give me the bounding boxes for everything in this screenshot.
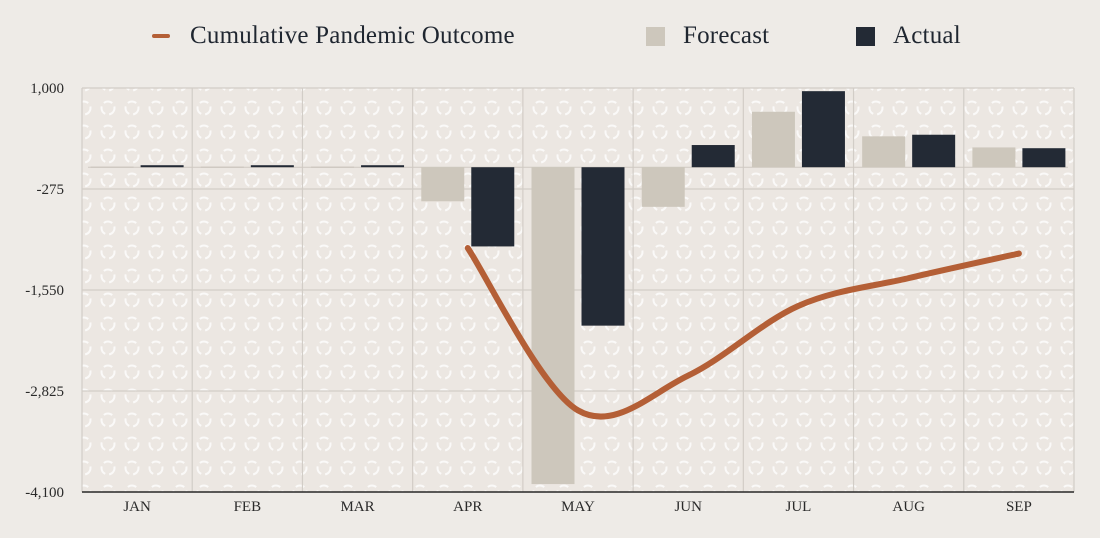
- y-tick-label: 1,000: [30, 81, 64, 97]
- legend-swatch-actual: [856, 26, 875, 46]
- bar-actual-sep: [1022, 148, 1066, 168]
- bar-actual-mar: [361, 165, 405, 168]
- x-tick-label: SEP: [1006, 499, 1032, 515]
- bar-actual-may: [581, 167, 625, 326]
- bar-actual-jul: [801, 91, 845, 168]
- y-tick-label: -4,100: [25, 485, 64, 501]
- x-tick-label: APR: [453, 499, 482, 515]
- x-tick-label: FEB: [234, 499, 262, 515]
- bar-actual-feb: [250, 165, 294, 168]
- x-tick-label: AUG: [892, 499, 925, 515]
- bar-actual-aug: [912, 134, 956, 168]
- y-tick-label: -275: [37, 182, 65, 198]
- bar-forecast-sep: [972, 147, 1016, 168]
- axes: 1,000 -275 -1,550 -2,825 -4,100 JAN FEB MAR APR M…: [25, 81, 1074, 515]
- x-tick-label: JUL: [786, 499, 812, 515]
- bar-forecast-jun: [641, 167, 685, 207]
- x-tick-label: MAR: [340, 499, 374, 515]
- y-tick-label: -1,550: [25, 283, 64, 299]
- bar-forecast-jul: [751, 111, 795, 168]
- legend-item-actual: Actual: [856, 22, 961, 50]
- line-series: [464, 245, 1022, 420]
- legend-swatch-forecast: [646, 26, 665, 46]
- y-tick-label: -2,825: [25, 384, 64, 400]
- x-tick-label: JAN: [123, 499, 151, 515]
- x-tick-label: JUN: [674, 499, 702, 515]
- bar-actual-jan: [140, 165, 184, 168]
- legend-swatch-outcome: [152, 34, 170, 38]
- bars: [90, 91, 1066, 485]
- line-cumulative-outcome: [464, 245, 1022, 420]
- bar-forecast-may: [531, 167, 575, 485]
- legend-label-forecast: Forecast: [683, 22, 770, 49]
- bar-actual-jun: [691, 145, 735, 168]
- bar-forecast-apr: [421, 167, 465, 202]
- legend: Cumulative Pandemic Outcome Forecast Act…: [0, 22, 1100, 58]
- legend-label-outcome: Cumulative Pandemic Outcome: [190, 22, 515, 49]
- legend-item-forecast: Forecast: [646, 22, 769, 50]
- legend-label-actual: Actual: [893, 22, 961, 49]
- x-tick-label: MAY: [561, 499, 595, 515]
- legend-item-outcome: Cumulative Pandemic Outcome: [152, 22, 515, 50]
- bar-actual-apr: [471, 167, 515, 247]
- bar-forecast-aug: [862, 136, 906, 168]
